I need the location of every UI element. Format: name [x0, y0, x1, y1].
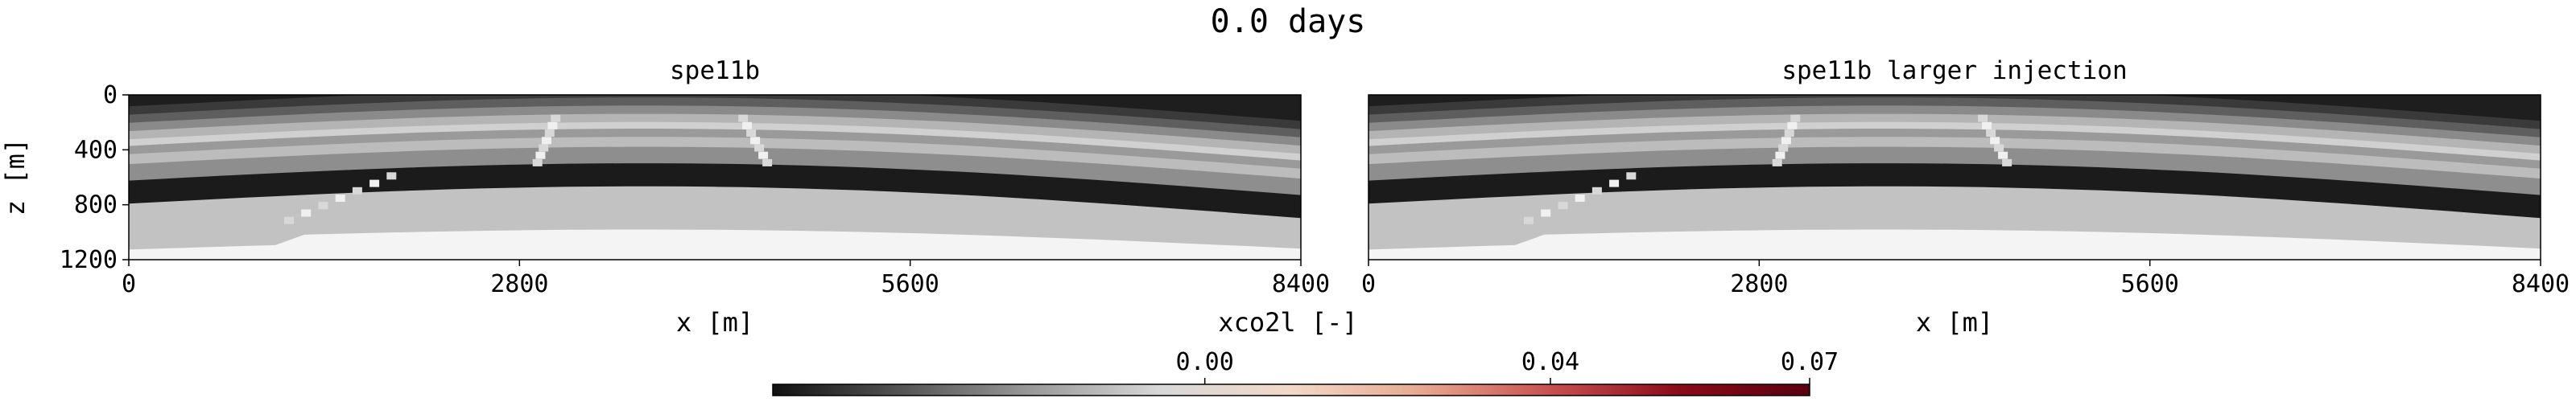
fault-step: [746, 129, 757, 137]
panel-left-yaxis: 0 400 800 1200: [60, 81, 129, 274]
layer-base: [129, 229, 1301, 260]
fault-step: [758, 151, 769, 159]
panel-right-xaxis: 0 2800 5600 8400: [1361, 260, 2570, 298]
panel-right-frame: [1368, 94, 2541, 260]
fault-step: [742, 121, 753, 129]
x-tick-label: 0: [1361, 270, 1376, 298]
panel-left: spe11b 0 2800 5600 8400 0 400 800 1200 x [m] z…: [0, 56, 1330, 338]
y-tick-label: 0: [103, 81, 118, 109]
panel-left-xlabel: x [m]: [676, 307, 753, 338]
x-tick-label: 5600: [881, 270, 939, 298]
fault-step: [1775, 151, 1785, 159]
fault-step: [547, 121, 558, 129]
fault-step: [1778, 144, 1789, 152]
fault-step: [318, 202, 328, 210]
figure-title: 0.0 days: [1211, 3, 1366, 40]
fault-step: [1772, 158, 1782, 166]
fault-step: [1541, 209, 1551, 217]
y-tick-label: 400: [74, 136, 118, 164]
colorbar-bar: [772, 384, 1810, 396]
fault-step: [1990, 137, 2000, 145]
fault-step: [1978, 114, 1988, 122]
fault-step: [1609, 179, 1620, 187]
layer-base: [1368, 229, 2541, 260]
colorbar-tick-label: 0.07: [1781, 348, 1839, 376]
fault-step: [1784, 129, 1794, 137]
panel-left-title: spe11b: [670, 56, 760, 85]
y-tick-label: 1200: [60, 246, 118, 274]
fault-step: [369, 179, 380, 187]
colorbar-ticks: 0.00 0.04 0.07: [1176, 348, 1839, 384]
fault-step: [1591, 187, 1602, 195]
y-tick-label: 800: [74, 191, 118, 219]
fault-step: [1982, 121, 1992, 129]
fault-step: [551, 114, 561, 122]
panel-left-xaxis: 0 2800 5600 8400: [122, 260, 1330, 298]
x-tick-label: 8400: [1272, 270, 1330, 298]
panel-right-xlabel: x [m]: [1916, 307, 1993, 338]
fault-step: [2002, 158, 2013, 166]
fault-step: [1994, 144, 2004, 152]
fault-step: [544, 129, 555, 137]
fault-step: [1575, 195, 1585, 202]
fault-step: [750, 137, 761, 145]
colorbar: xco2l [-] 0.00 0.04 0.07: [772, 307, 1839, 396]
fault-step: [762, 158, 773, 166]
panel-right: spe11b larger injection 0 2800 5600 8400 x …: [1361, 56, 2570, 338]
fault-step: [535, 151, 546, 159]
fault-step: [1787, 121, 1798, 129]
x-tick-label: 0: [122, 270, 136, 298]
fault-step: [301, 209, 312, 217]
fault-step: [352, 187, 362, 195]
fault-step: [1998, 151, 2008, 159]
fault-step: [738, 114, 749, 122]
panel-left-field: [129, 95, 1301, 260]
fault-step: [1558, 202, 1568, 210]
panel-right-title: spe11b larger injection: [1781, 56, 2127, 85]
panel-right-field: [1368, 95, 2541, 260]
fault-step: [386, 172, 397, 180]
fault-step: [541, 137, 551, 145]
colorbar-tick-label: 0.04: [1521, 348, 1579, 376]
fault-step: [1626, 172, 1637, 180]
x-tick-label: 5600: [2121, 270, 2179, 298]
fault-step: [539, 144, 549, 152]
x-tick-label: 2800: [490, 270, 548, 298]
panel-left-ylabel: z [m]: [0, 138, 31, 215]
fault-step: [532, 158, 543, 166]
fault-step: [1781, 137, 1791, 145]
fault-step: [1790, 114, 1801, 122]
fault-step: [1986, 129, 1996, 137]
fault-step: [284, 216, 294, 224]
x-tick-label: 2800: [1730, 270, 1788, 298]
colorbar-label: xco2l [-]: [1218, 307, 1357, 338]
fault-step: [754, 144, 765, 152]
colorbar-tick-label: 0.00: [1176, 348, 1234, 376]
fault-step: [1524, 216, 1534, 224]
x-tick-label: 8400: [2512, 270, 2570, 298]
fault-step: [335, 195, 345, 202]
panel-left-frame: [128, 94, 1302, 260]
